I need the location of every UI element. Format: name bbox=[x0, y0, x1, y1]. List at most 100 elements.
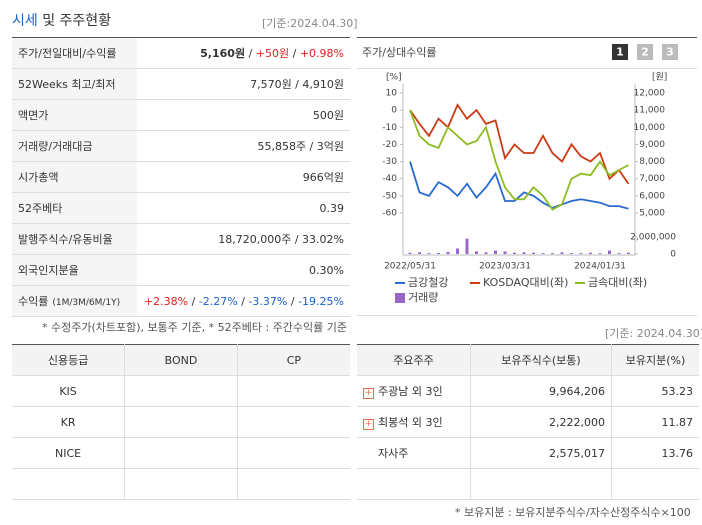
legend-label: KOSDAQ대비(좌) bbox=[483, 276, 568, 289]
chart-button[interactable] bbox=[612, 44, 628, 60]
volume-bar bbox=[418, 252, 421, 254]
volume-bar bbox=[446, 251, 450, 254]
tick-label: 6,000 bbox=[639, 191, 665, 201]
header-cell: 보유주식수(보통) bbox=[470, 344, 612, 376]
legend-swatch bbox=[395, 293, 405, 303]
credit-cell bbox=[124, 437, 238, 469]
holder-row: + 주광남 외 3인 9,964,206 53.23 bbox=[357, 375, 699, 407]
holder-cell bbox=[611, 468, 699, 500]
summary-value: 18,720,000주 / 33.02% bbox=[137, 223, 350, 255]
volume-bar bbox=[475, 251, 478, 254]
title-rest: 및 주주현황 bbox=[42, 13, 112, 29]
summary-label: 시가총액 bbox=[12, 161, 137, 193]
series-line bbox=[409, 161, 629, 210]
chart-title: 주가/상대수익률 bbox=[362, 46, 437, 59]
credit-cell bbox=[236, 437, 350, 469]
value-part: / bbox=[237, 294, 249, 308]
label-part: 외국인지분율 bbox=[18, 264, 79, 277]
volume-bar bbox=[465, 238, 469, 254]
value-part: +2.38% bbox=[143, 294, 189, 308]
chart: 주가/상대수익률 [%] [원] 1 2 3 10 0 -10 -20 -30 -40 -50 -6… bbox=[357, 37, 697, 316]
label-part: 발행주식수/유동비율 bbox=[18, 233, 113, 246]
label-part: 52주베타 bbox=[18, 202, 63, 215]
legend-label: 거래량 bbox=[408, 291, 438, 304]
volume-bar bbox=[608, 250, 611, 254]
summary-row: 52주베타 0.39 bbox=[12, 192, 350, 224]
chart-button-label[interactable]: 3 bbox=[666, 46, 674, 59]
holder-cell: 9,964,206 bbox=[470, 375, 612, 407]
value-part: +50원 bbox=[255, 47, 290, 60]
label-part: 수익률 bbox=[18, 295, 49, 308]
summary-row: 발행주식수/유동비율 18,720,000주 / 33.02% bbox=[12, 223, 350, 255]
volume-bar bbox=[627, 252, 630, 254]
note: * 수정주가(차트포함), 보통주 기준, * 52주베타 : 주간수익률 기준 bbox=[42, 321, 348, 334]
chart-button[interactable] bbox=[662, 44, 678, 60]
y2-unit: [원] bbox=[652, 72, 667, 83]
credit-row bbox=[12, 468, 350, 500]
credit-cell bbox=[236, 468, 350, 500]
summary-row: 시가총액 966억원 bbox=[12, 161, 350, 193]
x-tick-label: 2024/01/31 bbox=[574, 262, 626, 272]
credit-cell bbox=[236, 406, 350, 438]
volume-bar bbox=[522, 252, 526, 254]
summary-label: 액면가 bbox=[12, 99, 137, 131]
label-part: 액면가 bbox=[18, 109, 49, 122]
holder-text: 최봉석 외 3인 bbox=[378, 416, 443, 429]
label-part: 52Weeks 최고/최저 bbox=[18, 78, 116, 91]
holder-cell: 2,222,000 bbox=[470, 406, 612, 438]
credit-row: KIS bbox=[12, 375, 350, 407]
holder-cell bbox=[470, 468, 612, 500]
value-part: / bbox=[188, 294, 199, 308]
tick-label: -30 bbox=[382, 157, 397, 167]
holders-note: * 보유지분 : 보유지분주식수/자수산정주식수×100 bbox=[455, 506, 691, 519]
holder-row: 자사주 2,575,017 13.76 bbox=[357, 437, 699, 469]
y-unit: [%] bbox=[386, 73, 402, 83]
holder-text: 9,964,206 bbox=[549, 384, 605, 398]
volume-bar bbox=[456, 248, 459, 254]
tick-label: -50 bbox=[382, 191, 397, 201]
header-cell: 보유지분(%) bbox=[611, 344, 699, 376]
holder-row bbox=[357, 468, 699, 500]
summary-row: 액면가 500원 bbox=[12, 99, 350, 131]
value-part: 966억원 bbox=[302, 171, 344, 184]
legend-label: 금속대비(좌) bbox=[588, 276, 647, 289]
expand-icon: + bbox=[363, 388, 374, 399]
tick-label: 8,000 bbox=[639, 157, 665, 167]
summary-row: 주가/전일대비/수익률 5,160원 / +50원 / +0.98% bbox=[12, 37, 350, 69]
volume-bar bbox=[598, 253, 602, 254]
summary-row: 52Weeks 최고/최저 7,570원 / 4,910원 bbox=[12, 68, 350, 100]
volume-bar bbox=[579, 253, 583, 254]
volume-bar bbox=[427, 253, 431, 254]
volume-bar bbox=[570, 253, 573, 254]
summary-label: 외국인지분율 bbox=[12, 254, 137, 286]
header-row: 신용등급 BOND CP bbox=[12, 344, 350, 376]
chart-button[interactable] bbox=[637, 44, 653, 60]
volume-bar bbox=[503, 251, 507, 254]
summary-value: 0.30% bbox=[137, 254, 350, 286]
volume-bar bbox=[617, 253, 621, 254]
value-part: / bbox=[287, 294, 299, 308]
tick-label: -60 bbox=[382, 209, 397, 219]
holders-date: [기준: 2024.04.30] bbox=[605, 327, 702, 340]
summary-value: 0.39 bbox=[137, 192, 350, 224]
tick-label: 7,000 bbox=[639, 174, 665, 184]
expand-icon: + bbox=[363, 419, 374, 430]
summary-label: 수익률 (1M/3M/6M/1Y) bbox=[12, 285, 137, 317]
tick-label: 11,000 bbox=[634, 106, 666, 116]
tick-label: 10,000 bbox=[634, 123, 666, 133]
holder-text: 13.76 bbox=[661, 446, 694, 460]
header-cell: BOND bbox=[124, 344, 238, 376]
value-part: 5,160원 bbox=[200, 47, 246, 60]
volume-bar bbox=[532, 252, 535, 254]
tick-label: 2,000,000 bbox=[630, 233, 676, 243]
x-tick-label: 2023/03/31 bbox=[479, 262, 531, 272]
value-part: / bbox=[245, 47, 256, 60]
chart-button-label[interactable]: 1 bbox=[616, 46, 624, 59]
summary-value: 5,160원 / +50원 / +0.98% bbox=[137, 37, 350, 69]
summary-value: 7,570원 / 4,910원 bbox=[137, 68, 350, 100]
value-part: 18,720,000주 / 33.02% bbox=[218, 233, 344, 246]
volume-bar bbox=[513, 252, 516, 254]
summary-label: 52Weeks 최고/최저 bbox=[12, 68, 137, 100]
chart-button-label[interactable]: 2 bbox=[641, 46, 649, 59]
